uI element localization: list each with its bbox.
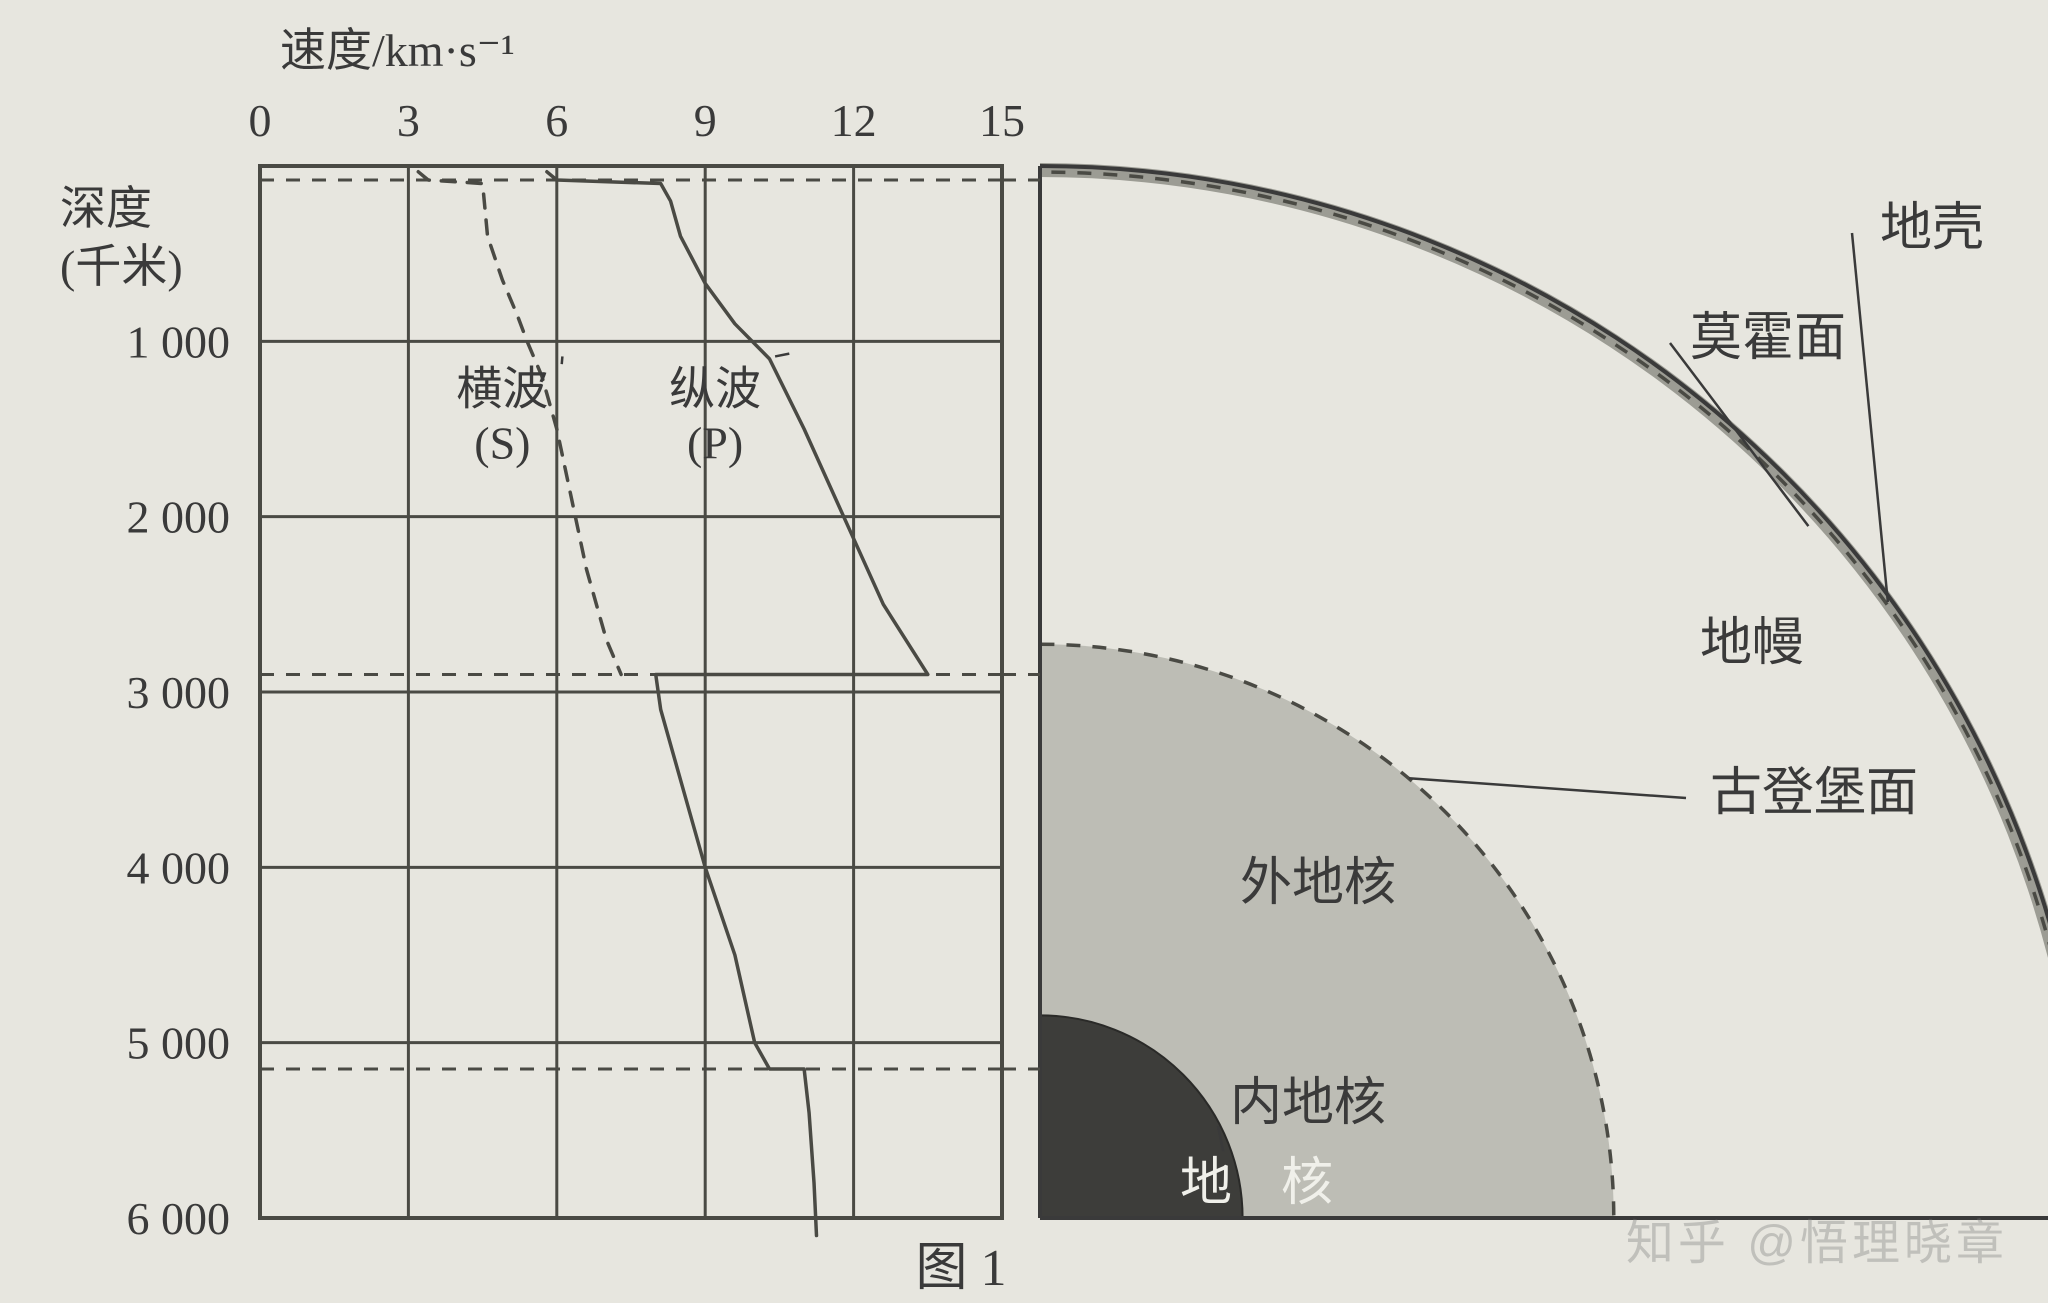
label-gutenberg: 古登堡面 <box>1710 765 1918 822</box>
series-label-P: 纵波 <box>669 363 761 414</box>
earth-structure-figure: 速度/km·s⁻¹ 深度 (千米) 0 3 6 9 12 15 1 000 2 000 3 000 4 … <box>0 0 2048 1303</box>
y-tick-label: 3 000 <box>127 667 231 718</box>
figure-caption: 图 1 <box>915 1240 1006 1297</box>
label-moho: 莫霍面 <box>1690 310 1846 367</box>
y-axis-title-line: 深度 <box>60 183 152 234</box>
label-core: 地 核 <box>1180 1155 1351 1212</box>
y-tick-label: 6 000 <box>127 1193 231 1244</box>
label-inner-core: 内地核 <box>1230 1075 1386 1132</box>
series-label-S: (S) <box>474 417 530 468</box>
label-crust: 地壳 <box>1880 200 1984 257</box>
series-label-S: 横波 <box>456 363 548 414</box>
series-label-P: (P) <box>687 417 743 468</box>
y-tick-label: 1 000 <box>127 316 231 367</box>
y-tick-label: 5 000 <box>127 1018 231 1069</box>
x-tick-label: 3 <box>397 95 420 146</box>
x-tick-label: 0 <box>249 95 272 146</box>
label-outer-core: 外地核 <box>1240 855 1396 912</box>
y-axis-title-line: (千米) <box>60 241 183 292</box>
x-tick-label: 6 <box>545 95 568 146</box>
x-tick-label: 9 <box>694 95 717 146</box>
x-tick-label: 15 <box>979 95 1025 146</box>
label-mantle: 地幔 <box>1700 615 1804 672</box>
x-axis-title: 速度/km·s⁻¹ <box>280 25 515 76</box>
y-tick-label: 2 000 <box>127 492 231 543</box>
leader-S <box>562 356 563 364</box>
y-tick-label: 4 000 <box>127 842 231 893</box>
x-tick-label: 12 <box>831 95 877 146</box>
